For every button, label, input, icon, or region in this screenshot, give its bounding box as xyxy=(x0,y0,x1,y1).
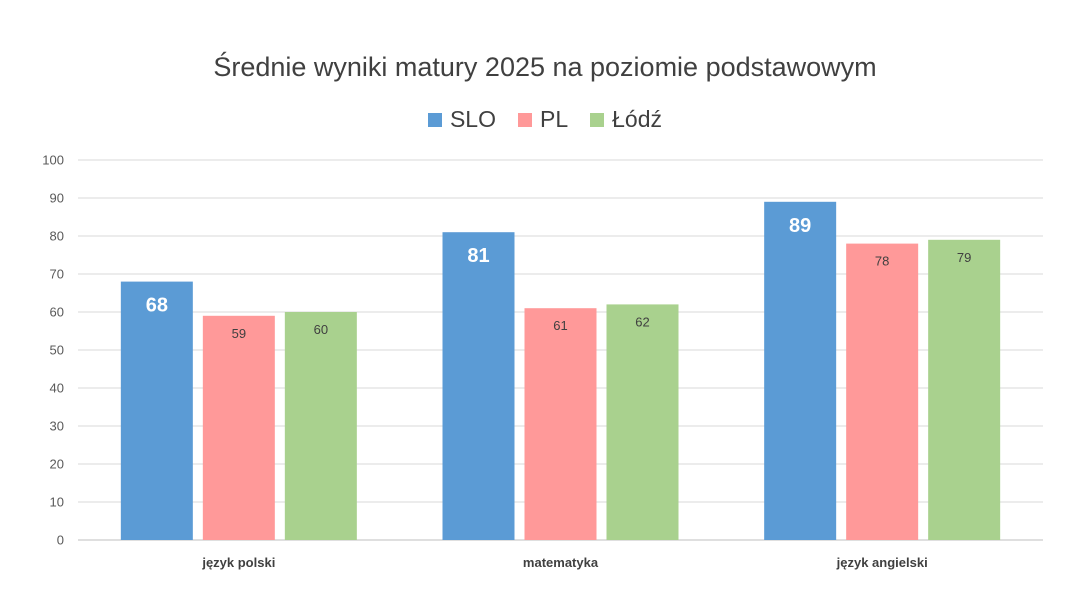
data-label: 78 xyxy=(875,254,889,269)
bar xyxy=(284,312,357,540)
chart-title: Średnie wyniki matury 2025 na poziomie p… xyxy=(213,52,877,82)
y-tick-label: 0 xyxy=(57,533,64,548)
y-tick-label: 90 xyxy=(50,191,64,206)
bar xyxy=(442,232,515,540)
data-label: 89 xyxy=(789,215,811,237)
x-tick-label: język polski xyxy=(201,555,275,570)
legend-label-slo: SLO xyxy=(449,106,496,132)
y-tick-label: 10 xyxy=(50,495,64,510)
bar xyxy=(928,239,1001,541)
legend-swatch-pl xyxy=(518,112,532,127)
y-tick-label: 70 xyxy=(50,267,64,282)
bar xyxy=(764,201,837,541)
legend-label-lodz: Łódź xyxy=(612,106,663,132)
y-tick-label: 20 xyxy=(50,457,64,472)
y-tick-label: 30 xyxy=(50,419,64,434)
x-tick-label: matematyka xyxy=(523,555,599,570)
legend-label-pl: PL xyxy=(540,106,569,132)
x-tick-label: język angielski xyxy=(836,555,928,570)
legend-item-pl: PL xyxy=(518,106,568,133)
y-tick-label: 60 xyxy=(50,305,64,320)
data-label: 60 xyxy=(314,322,328,337)
data-label: 79 xyxy=(957,250,971,265)
y-tick-label: 50 xyxy=(50,343,64,358)
data-label: 61 xyxy=(553,318,567,333)
y-tick-label: 100 xyxy=(42,153,64,168)
chart-legend: SLO PL Łódź xyxy=(0,106,1090,133)
legend-swatch-lodz xyxy=(590,112,605,127)
bar xyxy=(120,281,193,540)
y-tick-label: 40 xyxy=(50,381,64,396)
data-label: 59 xyxy=(232,326,246,341)
data-label: 62 xyxy=(635,314,649,329)
legend-swatch-slo xyxy=(427,112,442,127)
bar xyxy=(846,243,919,540)
legend-item-lodz: Łódź xyxy=(590,106,662,133)
y-tick-label: 80 xyxy=(50,229,64,244)
bar xyxy=(524,308,597,540)
bar xyxy=(606,304,679,540)
bar xyxy=(202,315,275,540)
legend-item-slo: SLO xyxy=(427,106,496,133)
data-label: 81 xyxy=(467,245,489,267)
data-label: 68 xyxy=(146,295,168,317)
